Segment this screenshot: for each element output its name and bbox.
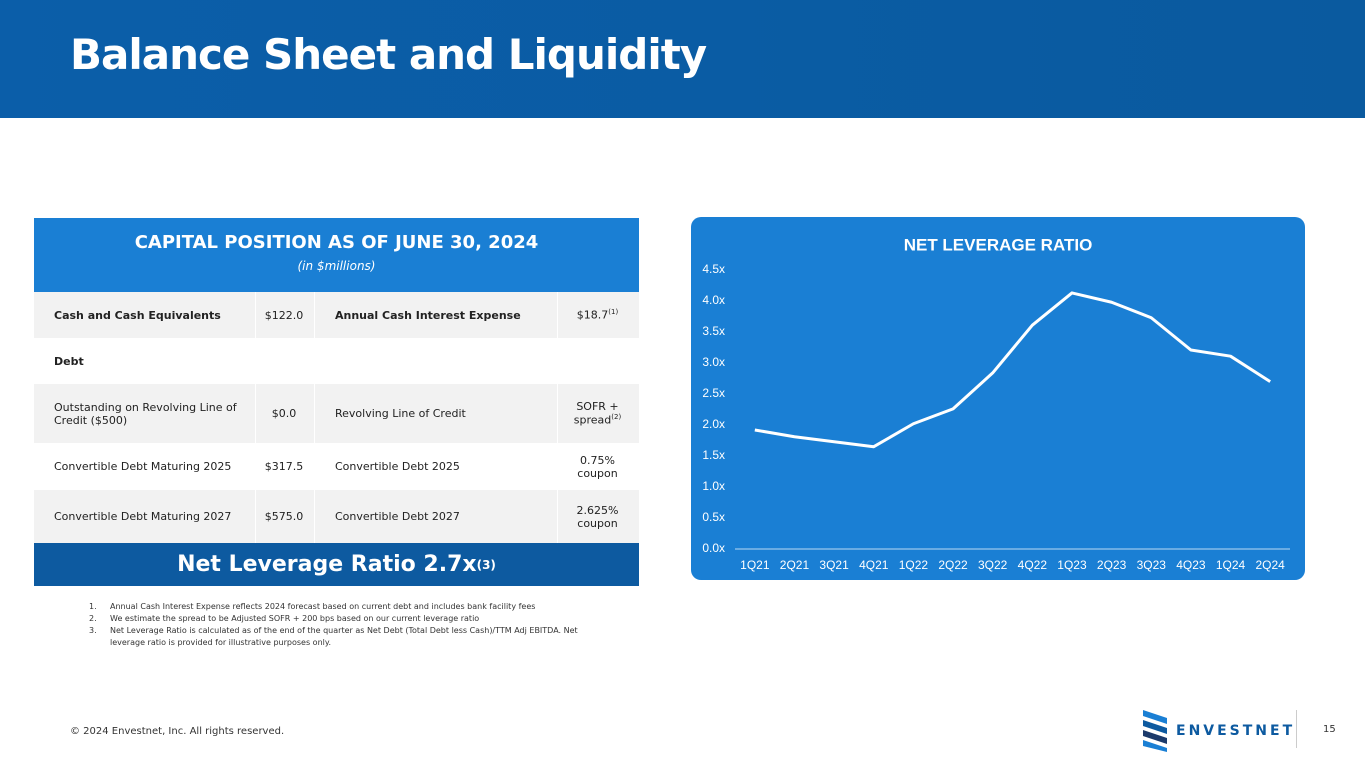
chart-title: NET LEVERAGE RATIO — [904, 235, 1093, 254]
cell-text: Cash and Cash Equivalents — [54, 308, 221, 322]
x-tick-label: 4Q23 — [1176, 558, 1206, 572]
cell-text: $317.5 — [264, 460, 304, 473]
y-tick-label: 0.0x — [702, 541, 725, 555]
cell-text: Debt — [54, 354, 84, 368]
y-tick-label: 2.5x — [702, 386, 725, 400]
logo-text: ENVESTNET — [1176, 723, 1296, 739]
y-tick-label: 2.0x — [702, 417, 725, 431]
footnote-text: We estimate the spread to be Adjusted SO… — [110, 614, 480, 623]
table-cell: Outstanding on Revolving Line of Credit … — [34, 384, 255, 443]
cell-text: Convertible Debt 2025 — [335, 460, 460, 473]
cell-text: Revolving Line of Credit — [335, 407, 466, 420]
x-tick-label: 2Q21 — [780, 558, 810, 572]
footnote-number: 2. — [89, 614, 97, 623]
table-subtitle: (in $millions) — [297, 259, 376, 273]
x-tick-label: 1Q21 — [740, 558, 770, 572]
x-tick-label: 4Q21 — [859, 558, 889, 572]
y-tick-label: 4.0x — [702, 293, 725, 307]
summary-note: (3) — [476, 557, 496, 572]
table-cell: Revolving Line of Credit — [314, 384, 557, 443]
footnote-number: 1. — [89, 602, 97, 611]
x-tick-label: 2Q23 — [1097, 558, 1127, 572]
cell-text: Convertible Debt 2027 — [335, 510, 460, 523]
table-row — [34, 443, 639, 490]
summary-label: Net Leverage Ratio 2.7x — [177, 552, 477, 577]
table-cell: $0.0 — [255, 384, 314, 443]
cell-text: Convertible Debt Maturing 2025 — [54, 460, 232, 473]
x-tick-label: 3Q23 — [1137, 558, 1167, 572]
table-cell: 0.75% coupon — [557, 443, 639, 490]
y-tick-label: 1.5x — [702, 448, 725, 462]
cell-text: SOFR + spread(2) — [573, 400, 622, 427]
table-title: CAPITAL POSITION AS OF JUNE 30, 2024 — [134, 232, 539, 253]
cell-text: Annual Cash Interest Expense — [335, 308, 521, 322]
x-tick-label: 3Q21 — [819, 558, 849, 572]
x-tick-label: 2Q22 — [938, 558, 968, 572]
footnote-text: Net Leverage Ratio is calculated as of t… — [110, 626, 578, 647]
table-cell: Convertible Debt Maturing 2025 — [34, 443, 255, 490]
x-tick-label: 1Q24 — [1216, 558, 1246, 572]
cell-text: $575.0 — [264, 510, 304, 523]
table-cell: Debt — [34, 338, 255, 384]
y-tick-label: 1.0x — [702, 479, 725, 493]
table-cell: Convertible Debt Maturing 2027 — [34, 490, 255, 543]
table-cell: 2.625% coupon — [557, 490, 639, 543]
table-cell: Cash and Cash Equivalents — [34, 292, 255, 338]
table-row — [34, 384, 639, 443]
cell-text: Outstanding on Revolving Line of Credit … — [54, 400, 237, 427]
table-cell: Annual Cash Interest Expense — [314, 292, 557, 338]
table-header — [34, 218, 639, 292]
table-cell: $575.0 — [255, 490, 314, 543]
logo-icon — [1143, 710, 1167, 752]
table-cell: SOFR + spread(2) — [557, 384, 639, 443]
table-cell: Convertible Debt 2027 — [314, 490, 557, 543]
y-tick-label: 3.5x — [702, 324, 725, 338]
cell-note: (2) — [611, 413, 622, 422]
y-tick-label: 3.0x — [702, 355, 725, 369]
summary-bar: Net Leverage Ratio 2.7x (3) — [34, 543, 639, 586]
line — [754, 291, 1271, 449]
x-tick-label: 2Q24 — [1255, 558, 1285, 572]
table-row — [34, 292, 639, 338]
y-tick-label: 0.5x — [702, 510, 725, 524]
table-cell: $18.7(1) — [557, 292, 639, 338]
page-number: 15 — [1323, 724, 1336, 735]
cell-text: Convertible Debt Maturing 2027 — [54, 510, 232, 523]
x-tick-label: 1Q23 — [1057, 558, 1087, 572]
y-tick-label: 4.5x — [702, 262, 725, 276]
footnote-number: 3. — [89, 626, 97, 635]
cell-note: (1) — [608, 308, 619, 317]
header-bar — [0, 0, 1365, 118]
cell-text: $0.0 — [271, 407, 297, 420]
cell-text: $18.7(1) — [576, 308, 619, 322]
table-row — [34, 490, 639, 543]
table-cell: $122.0 — [255, 292, 314, 338]
divider — [1296, 710, 1297, 748]
page-title: Balance Sheet and Liquidity — [70, 30, 707, 79]
table-row — [34, 338, 639, 384]
table-cell: Convertible Debt 2025 — [314, 443, 557, 490]
chart-panel — [691, 217, 1305, 580]
x-tick-label: 4Q22 — [1018, 558, 1048, 572]
x-tick-label: 3Q22 — [978, 558, 1008, 572]
cell-text: $122.0 — [264, 308, 304, 322]
copyright: © 2024 Envestnet, Inc. All rights reserv… — [70, 726, 285, 737]
cell-text: 0.75% coupon — [577, 453, 618, 480]
table-cell: $317.5 — [255, 443, 314, 490]
cell-text: 2.625% coupon — [576, 503, 619, 530]
x-tick-label: 1Q22 — [899, 558, 929, 572]
footnote-text: Annual Cash Interest Expense reflects 20… — [110, 602, 536, 611]
